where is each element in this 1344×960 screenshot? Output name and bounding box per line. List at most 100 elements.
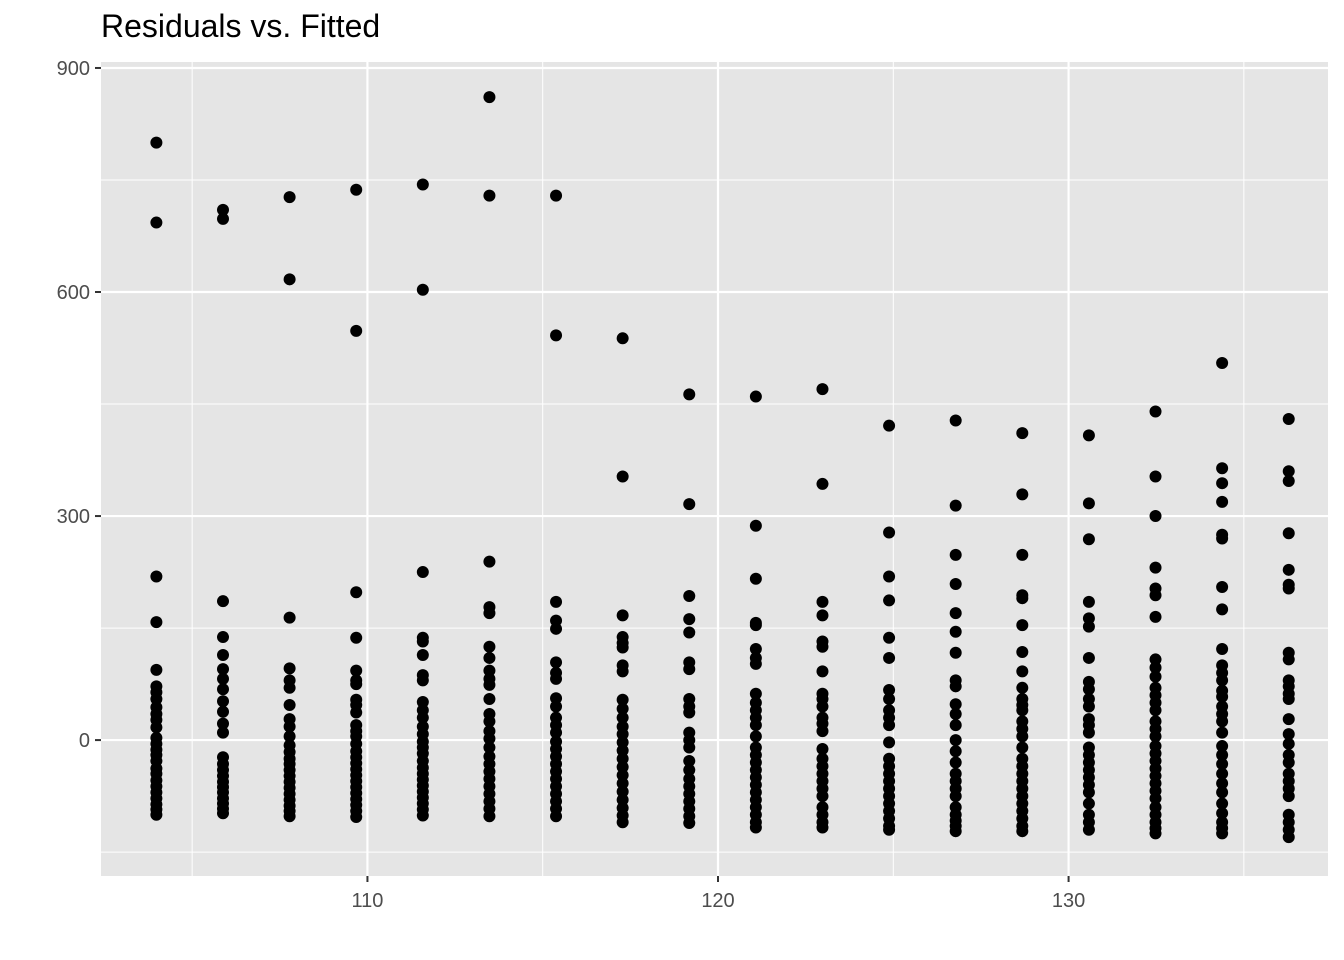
- data-point: [883, 684, 896, 697]
- data-point: [1016, 665, 1029, 678]
- data-point: [1216, 740, 1229, 753]
- data-point: [1082, 595, 1095, 608]
- data-point: [683, 498, 696, 511]
- data-point: [1216, 603, 1229, 616]
- data-point: [883, 631, 896, 644]
- data-point: [749, 730, 762, 743]
- data-point: [1216, 726, 1229, 739]
- data-point: [483, 664, 496, 677]
- data-point: [1216, 767, 1229, 780]
- data-point: [1016, 548, 1029, 561]
- data-point: [883, 651, 896, 664]
- data-point: [216, 663, 229, 676]
- data-point: [683, 763, 696, 776]
- data-point: [416, 283, 429, 296]
- data-point: [816, 725, 829, 738]
- data-point: [283, 611, 296, 624]
- data-point: [749, 519, 762, 532]
- data-point: [949, 625, 962, 638]
- data-point: [683, 754, 696, 767]
- data-point: [483, 555, 496, 568]
- data-point: [216, 203, 229, 216]
- data-point: [616, 785, 629, 798]
- data-point: [1216, 757, 1229, 770]
- data-point: [616, 332, 629, 345]
- data-point: [949, 707, 962, 720]
- data-point: [949, 698, 962, 711]
- major-gridlines: [101, 62, 1328, 876]
- data-point: [883, 719, 896, 732]
- data-point: [1216, 715, 1229, 728]
- data-point: [416, 674, 429, 687]
- data-point: [683, 626, 696, 639]
- data-point: [1016, 681, 1029, 694]
- data-point: [1282, 412, 1295, 425]
- data-point: [1149, 670, 1162, 683]
- data-point: [216, 705, 229, 718]
- data-point: [1016, 825, 1029, 838]
- data-point: [749, 719, 762, 732]
- data-point: [216, 683, 229, 696]
- data-point: [616, 693, 629, 706]
- data-point: [1282, 713, 1295, 726]
- x-tick-label: 120: [701, 890, 734, 912]
- data-point: [616, 793, 629, 806]
- data-point: [816, 790, 829, 803]
- data-point: [1216, 827, 1229, 840]
- data-point: [1282, 831, 1295, 844]
- data-point: [883, 823, 896, 836]
- data-point: [1216, 532, 1229, 545]
- data-point: [1216, 495, 1229, 508]
- data-point: [616, 777, 629, 790]
- data-point: [1282, 563, 1295, 576]
- data-point: [616, 711, 629, 724]
- data-point: [1082, 786, 1095, 799]
- data-point: [949, 578, 962, 591]
- data-point: [816, 821, 829, 834]
- data-point: [616, 728, 629, 741]
- data-point: [616, 665, 629, 678]
- data-point: [749, 687, 762, 700]
- data-point: [1282, 582, 1295, 595]
- data-point: [1216, 690, 1229, 703]
- data-point: [749, 619, 762, 632]
- data-point: [1149, 653, 1162, 666]
- data-point: [483, 741, 496, 754]
- x-tick-label: 130: [1052, 890, 1085, 912]
- data-point: [350, 706, 363, 719]
- data-point: [949, 719, 962, 732]
- data-point: [1082, 620, 1095, 633]
- data-point: [150, 663, 163, 676]
- data-point: [350, 183, 363, 196]
- data-point: [550, 189, 563, 202]
- data-point: [1216, 777, 1229, 790]
- data-point: [550, 810, 563, 823]
- data-point: [150, 808, 163, 821]
- data-point: [1149, 470, 1162, 483]
- data-point: [949, 825, 962, 838]
- data-point: [949, 680, 962, 693]
- data-point: [283, 191, 296, 204]
- data-point: [283, 720, 296, 733]
- data-point: [1282, 693, 1295, 706]
- data-point: [283, 662, 296, 675]
- data-point: [216, 648, 229, 661]
- data-point: [1082, 700, 1095, 713]
- data-point: [1082, 797, 1095, 810]
- data-point: [616, 769, 629, 782]
- data-point: [216, 631, 229, 644]
- data-point: [283, 698, 296, 711]
- data-points: [150, 91, 1295, 844]
- data-point: [1149, 610, 1162, 623]
- data-point: [483, 693, 496, 706]
- data-point: [1016, 645, 1029, 658]
- data-point: [616, 470, 629, 483]
- data-point: [483, 715, 496, 728]
- data-point: [949, 734, 962, 747]
- data-point: [1082, 533, 1095, 546]
- data-point: [550, 614, 563, 627]
- data-point: [1082, 683, 1095, 696]
- data-point: [550, 622, 563, 635]
- data-point: [616, 609, 629, 622]
- data-point: [1082, 651, 1095, 664]
